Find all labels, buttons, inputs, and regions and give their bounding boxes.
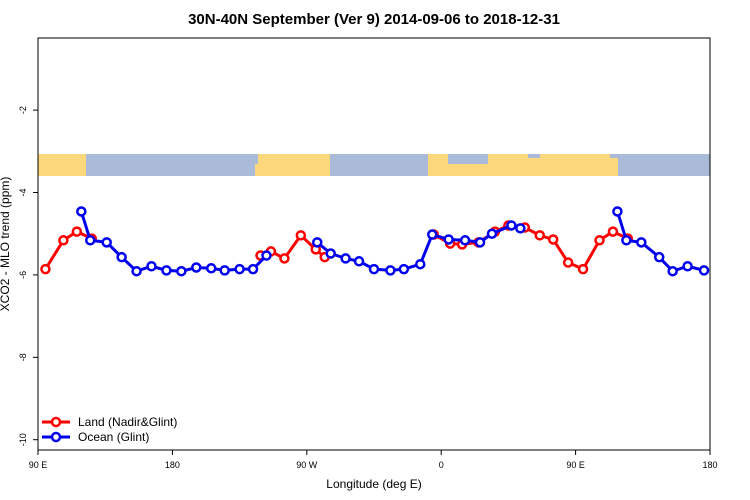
point: [279, 253, 290, 264]
point: [534, 230, 546, 241]
y-tick-label: -8: [18, 353, 28, 361]
point: [205, 263, 217, 274]
point: [340, 253, 351, 264]
point: [621, 235, 632, 246]
point: [385, 265, 396, 276]
plot-frame: [37, 37, 711, 451]
x-tick-label: 90 E: [29, 460, 48, 470]
point: [161, 265, 172, 276]
point: [515, 223, 526, 234]
point: [295, 230, 307, 241]
x-axis-label: Longitude (deg E): [326, 477, 421, 491]
series-line: [79, 211, 705, 273]
point: [426, 229, 438, 240]
point: [101, 237, 112, 248]
x-tick-label: 180: [165, 460, 180, 470]
point: [40, 263, 51, 275]
point: [667, 265, 678, 277]
legend-marker: [50, 416, 62, 428]
point: [415, 258, 426, 270]
point: [353, 256, 365, 267]
point: [247, 263, 259, 275]
point: [607, 226, 619, 237]
point: [682, 260, 693, 272]
x-tick-label: 0: [439, 460, 444, 470]
x-tick-label: 180: [702, 460, 717, 470]
y-tick-label: -2: [18, 106, 28, 114]
y-tick-label: -10: [18, 433, 28, 446]
point: [261, 250, 272, 261]
point: [474, 237, 486, 248]
point: [219, 265, 230, 276]
point: [368, 263, 380, 275]
point: [506, 220, 517, 231]
point: [325, 248, 336, 259]
point: [176, 265, 187, 277]
point: [58, 235, 69, 246]
y-tick-label: -4: [18, 188, 28, 196]
point: [312, 237, 323, 248]
point: [234, 263, 245, 275]
legend-marker: [50, 431, 62, 443]
legend-label: Land (Nadir&Glint): [78, 415, 177, 429]
point: [547, 234, 559, 245]
point: [146, 260, 157, 272]
point: [698, 265, 710, 276]
point: [653, 251, 665, 263]
point: [71, 226, 83, 237]
x-tick-label: 90 W: [296, 460, 318, 470]
point: [577, 263, 589, 275]
map-band: [38, 154, 710, 176]
point: [398, 263, 410, 275]
chart-title: 30N-40N September (Ver 9) 2014-09-06 to …: [188, 11, 560, 28]
point: [459, 235, 471, 246]
legend-label: Ocean (Glint): [78, 430, 149, 444]
x-tick-label: 90 E: [566, 460, 585, 470]
point: [562, 257, 574, 268]
y-tick-label: -6: [18, 271, 28, 279]
point: [76, 206, 87, 217]
point: [636, 237, 647, 248]
y-axis-label: XCO2 - MLO trend (ppm): [0, 177, 12, 312]
point: [486, 228, 498, 239]
point: [85, 235, 96, 246]
point: [116, 251, 127, 263]
point: [594, 235, 605, 246]
point: [131, 265, 142, 277]
point: [612, 206, 623, 217]
point: [443, 234, 454, 245]
point: [191, 262, 202, 273]
